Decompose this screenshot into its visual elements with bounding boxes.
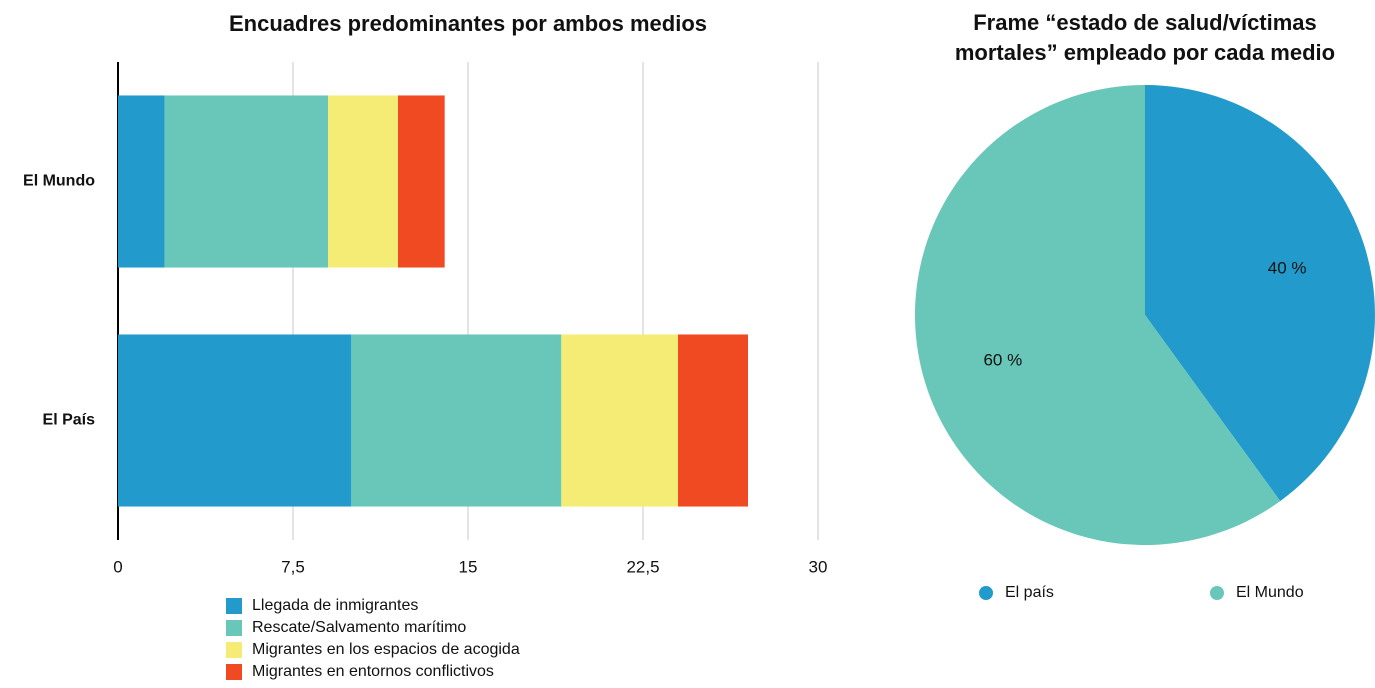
legend-label: El país [1005,584,1054,601]
slice-label: 40 % [1268,258,1307,277]
legend-swatch [226,620,242,636]
category-label: El País [43,412,96,429]
legend-swatch [979,586,993,600]
x-tick-label: 22,5 [626,557,659,576]
bar-segment [561,334,678,507]
bar-segment [398,95,445,268]
legend-label: Migrantes en entornos conflictivos [252,663,494,680]
legend-label: El Mundo [1236,584,1304,601]
bar-segment [118,95,165,268]
legend-swatch [1210,586,1224,600]
pie-slice [914,85,1281,545]
slice-label: 60 % [983,351,1022,370]
chart-title: mortales” empleado por cada medio [955,40,1335,65]
legend-swatch [226,664,242,680]
bar-segment [351,334,562,507]
category-label: El Mundo [23,173,95,190]
x-tick-label: 15 [459,557,478,576]
legend-swatch [226,598,242,614]
legend-label: Llegada de inmigrantes [252,597,418,614]
x-tick-label: 30 [809,557,828,576]
pie-slice [1145,85,1375,502]
chart-title: Frame “estado de salud/víctimas [973,10,1317,35]
x-tick-label: 7,5 [281,557,305,576]
bar-segment [164,95,328,268]
bar-segment [328,95,398,268]
bar-segment [118,334,352,507]
bar-segment [678,334,748,507]
legend-label: Rescate/Salvamento marítimo [252,619,466,636]
chart-title: Encuadres predominantes por ambos medios [229,11,707,36]
legend-swatch [226,642,242,658]
legend-label: Migrantes en los espacios de acogida [252,641,520,658]
x-tick-label: 0 [113,557,122,576]
